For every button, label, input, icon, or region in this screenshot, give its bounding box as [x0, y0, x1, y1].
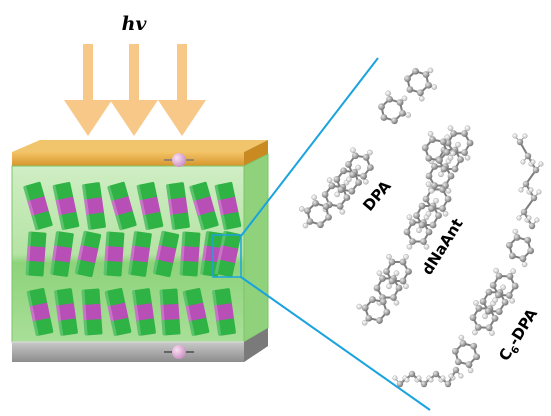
zoom-lines — [240, 57, 431, 411]
zoom-box — [212, 234, 242, 278]
film-molecule — [131, 288, 156, 337]
film-molecule — [52, 181, 80, 231]
film-molecule — [182, 287, 210, 337]
top-electrode — [12, 140, 268, 166]
film-molecule — [50, 230, 74, 277]
bottom-contact-ball — [164, 345, 194, 359]
bottom-electrode — [12, 328, 268, 362]
film-molecule — [103, 231, 125, 277]
label-c6-dpa-suffix: -DPA — [505, 305, 542, 349]
film-molecule — [23, 181, 53, 231]
film-molecule — [159, 288, 181, 336]
molecule-dnaant — [356, 125, 474, 326]
film-molecule — [214, 181, 242, 231]
light-arrow — [64, 44, 112, 136]
film-molecule — [189, 181, 219, 231]
molecule-dpa — [298, 67, 438, 229]
film-molecule — [25, 231, 47, 277]
light-arrows — [64, 44, 206, 136]
light-arrow — [158, 44, 206, 136]
film-molecule — [136, 181, 164, 231]
label-c6-dpa-subscript: 6 — [509, 345, 522, 357]
top-contact-ball — [164, 153, 194, 167]
film-molecule — [81, 288, 103, 336]
film-molecule — [107, 181, 137, 231]
film-molecule — [152, 230, 180, 278]
film-molecule — [104, 287, 132, 337]
film-molecule — [26, 287, 54, 337]
light-label: hv — [122, 13, 148, 35]
film-molecule — [81, 182, 106, 231]
film-molecules — [23, 181, 242, 337]
film-molecule — [179, 231, 201, 277]
film-molecule — [211, 288, 236, 337]
light-arrow — [110, 44, 158, 136]
film-molecule — [53, 288, 78, 337]
film-molecule — [165, 182, 190, 231]
film-molecule — [200, 230, 224, 277]
film-molecule — [128, 230, 152, 277]
device — [11, 140, 269, 362]
molecule-c6-dpa — [392, 133, 544, 388]
label-c6-dpa: C6-DPA — [495, 305, 544, 366]
film-molecule — [74, 230, 102, 278]
